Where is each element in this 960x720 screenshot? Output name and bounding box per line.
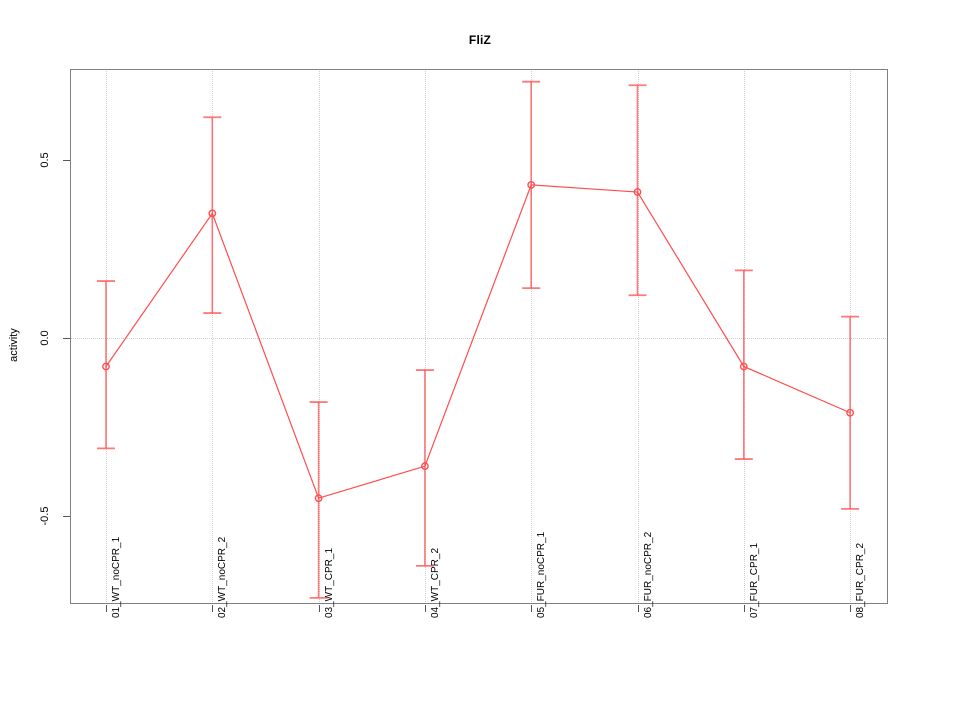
chart-title: FliZ [468, 33, 492, 47]
x-tick-label: 01_WT_noCPR_1 [111, 536, 122, 618]
x-tick-label: 08_FUR_CPR_2 [855, 542, 867, 618]
y-tick-label: -0.5 [39, 506, 51, 526]
x-tick-mark [850, 605, 852, 612]
y-tick-label: 0.0 [39, 330, 51, 346]
x-tick-label: 04_WT_CPR_2 [429, 547, 441, 618]
x-tick-mark [212, 605, 214, 612]
y-tick-mark [63, 338, 70, 339]
x-tick-mark [531, 605, 533, 612]
y-tick-mark [63, 160, 70, 161]
x-tick-mark [637, 605, 639, 612]
x-tick-mark [106, 605, 107, 612]
x-tick-mark [743, 605, 745, 612]
x-tick-label: 03_WT_CPR_1 [323, 547, 335, 618]
x-tick-label: 05_FUR_noCPR_1 [536, 531, 548, 618]
y-axis-label: activity [8, 328, 20, 362]
x-tick-label: 06_FUR_noCPR_2 [642, 531, 654, 618]
y-tick-label: 0.5 [39, 152, 51, 168]
y-tick-mark [63, 516, 70, 517]
x-tick-label: 07_FUR_CPR_1 [748, 542, 760, 618]
x-tick-label: 02_WT_noCPR_2 [217, 536, 229, 618]
x-tick-mark [318, 605, 320, 612]
plot-frame [70, 69, 888, 604]
x-tick-mark [424, 605, 426, 612]
